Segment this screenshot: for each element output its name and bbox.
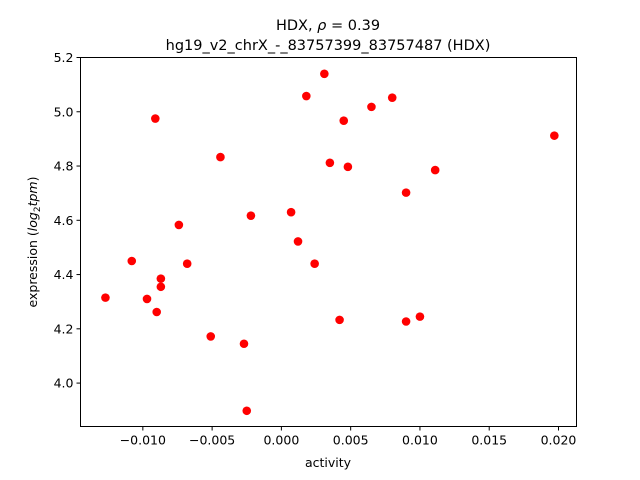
x-tick-label: −0.010: [120, 433, 166, 448]
data-point: [246, 211, 256, 220]
data-point: [343, 162, 353, 172]
chart-title-line1: HDX, ρ = 0.39: [276, 18, 380, 34]
data-point: [310, 259, 319, 269]
data-point: [216, 152, 225, 162]
data-point: [242, 406, 252, 416]
y-axis-label: expression (log2tpm): [25, 177, 43, 308]
y-tick-label: 4.4: [54, 267, 74, 282]
y-tick-label: 4.0: [54, 376, 74, 391]
data-point: [286, 207, 296, 217]
y-tick-label: 5.2: [54, 50, 74, 65]
data-point: [142, 294, 152, 304]
data-point: [415, 312, 425, 321]
chart-title-line2: hg19_v2_chrX_-_83757399_83757487 (HDX): [166, 38, 491, 54]
data-point: [401, 317, 411, 326]
y-axis-ticks: 4.0 4.2 4.4 4.6 4.8 5.0 5.2: [54, 50, 81, 391]
data-point: [206, 332, 216, 341]
data-point: [325, 158, 335, 168]
data-point: [550, 131, 559, 140]
x-axis-label: activity: [305, 455, 352, 470]
x-tick-label: 0.015: [471, 433, 507, 448]
data-point: [430, 165, 440, 175]
data-point: [387, 93, 397, 102]
data-point: [152, 307, 162, 317]
data-point: [174, 220, 184, 230]
y-tick-label: 5.0: [54, 104, 74, 119]
x-tick-label: 0.000: [263, 433, 299, 448]
data-point: [156, 282, 166, 292]
y-tick-label: 4.8: [54, 159, 74, 174]
data-point: [401, 188, 411, 197]
data-point: [367, 102, 376, 112]
data-point: [339, 116, 349, 126]
data-point: [320, 69, 329, 79]
x-tick-label: 0.005: [333, 433, 369, 448]
data-point: [182, 259, 192, 269]
y-tick-label: 4.2: [54, 321, 74, 336]
data-point: [239, 339, 249, 349]
data-point: [156, 274, 166, 283]
data-points: [101, 69, 559, 416]
data-point: [101, 293, 110, 302]
data-point: [127, 256, 137, 266]
x-tick-label: −0.005: [189, 433, 235, 448]
data-point: [293, 237, 303, 246]
y-tick-label: 4.6: [54, 213, 74, 228]
data-point: [335, 315, 344, 325]
x-tick-label: 0.010: [402, 433, 438, 448]
x-axis-ticks: −0.010 −0.005 0.000 0.005 0.010 0.015 0.020: [120, 426, 577, 448]
data-point: [151, 114, 160, 123]
plot-frame: [80, 57, 577, 427]
x-tick-label: 0.020: [541, 433, 577, 448]
data-point: [302, 91, 311, 101]
